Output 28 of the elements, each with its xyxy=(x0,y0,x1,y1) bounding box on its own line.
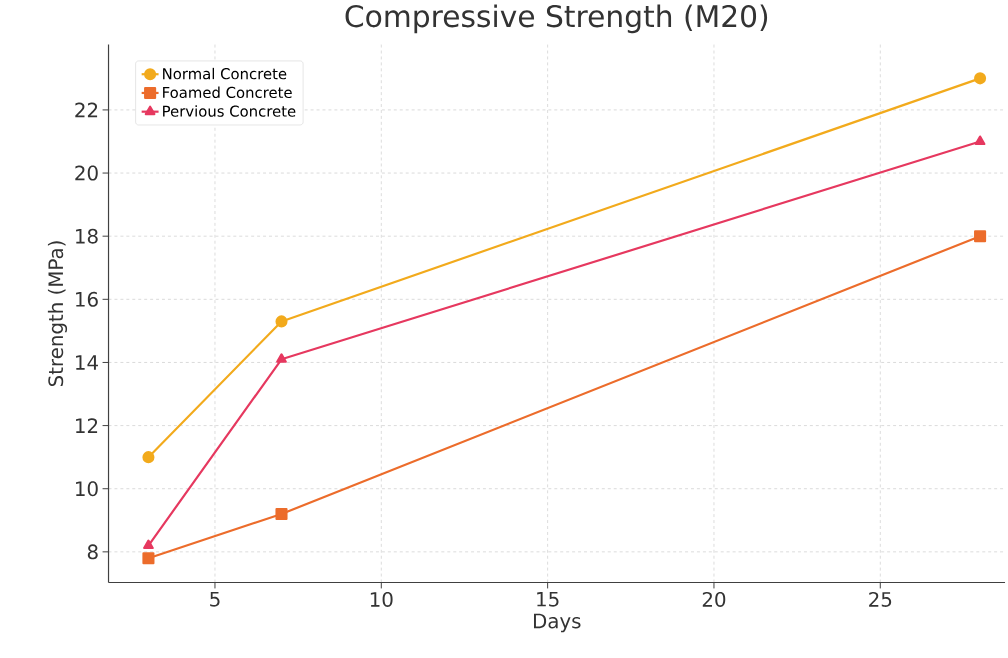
point xyxy=(142,552,155,565)
y-tick-label: 8 xyxy=(87,544,98,560)
point xyxy=(142,451,155,464)
x-tick-label: 5 xyxy=(210,592,220,607)
y-tick-label: 14 xyxy=(76,355,98,370)
y-tick-label: 16 xyxy=(76,291,98,307)
y-tick-label: 10 xyxy=(76,481,98,497)
x-axis-title: Days xyxy=(533,613,581,633)
chart-title: Compressive Strength (M20) xyxy=(345,4,768,34)
point xyxy=(276,353,287,363)
point xyxy=(974,230,987,243)
x-tick-label: 10 xyxy=(370,592,393,608)
y-axis-title: Strength (MPa) xyxy=(47,241,68,387)
y-tick-label: 12 xyxy=(76,418,98,434)
legend-label: Pervious Concrete xyxy=(163,105,296,117)
y-tick-label: 18 xyxy=(76,228,98,244)
x-tick-label: 20 xyxy=(702,592,726,608)
legend-label: Normal Concrete xyxy=(163,67,287,80)
x-tick-label: 15 xyxy=(537,592,559,607)
point xyxy=(275,508,288,521)
point xyxy=(275,315,288,328)
legend-label: Foamed Concrete xyxy=(163,86,292,99)
point xyxy=(974,72,987,85)
point xyxy=(974,135,986,146)
x-tick-label: 25 xyxy=(869,592,892,608)
y-tick-label: 20 xyxy=(75,165,98,181)
point xyxy=(143,539,154,550)
y-tick-label: 22 xyxy=(75,102,98,118)
